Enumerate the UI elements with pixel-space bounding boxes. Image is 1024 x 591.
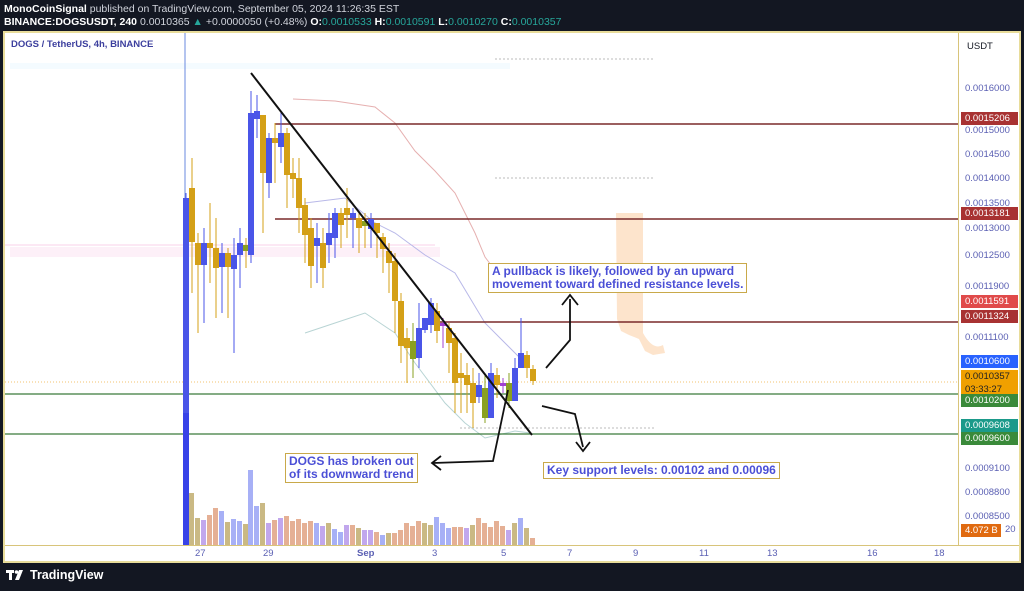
tradingview-brand: TradingView: [30, 568, 104, 582]
symbol-legend[interactable]: DOGS / TetherUS, 4h, BINANCE: [11, 39, 154, 50]
time-tick: 18: [934, 548, 945, 559]
open-label: O:: [310, 16, 323, 28]
time-tick: 11: [699, 548, 709, 559]
tradingview-footer: TradingView: [6, 568, 103, 582]
time-tick: 29: [263, 548, 274, 559]
high-value: 0.0010591: [385, 16, 436, 28]
time-tick: 5: [501, 548, 507, 559]
price-level-badge: 4.072 B: [961, 524, 1001, 537]
pullback-text-line2: movement toward defined resistance level…: [492, 277, 744, 291]
open-value: 0.0010533: [322, 16, 372, 28]
price-tick: 0.0013500: [965, 198, 1010, 209]
low-label: L:: [438, 16, 449, 28]
time-tick: 13: [767, 548, 778, 559]
breakout-text-line1: DOGS has broken out: [289, 454, 414, 468]
price-level-badge: 0.0011591: [961, 295, 1018, 308]
price-tick: 0.0008500: [965, 511, 1010, 522]
volume-tick: 20: [1005, 524, 1016, 535]
price-tick: 0.0016000: [965, 83, 1010, 94]
time-tick: 3: [432, 548, 438, 559]
pullback-text-line1: A pullback is likely, followed by an upw…: [492, 264, 735, 278]
price-tick: 0.0011900: [965, 281, 1010, 292]
currency-label: USDT: [967, 41, 993, 52]
time-tick: 16: [867, 548, 878, 559]
price-level-badge: 0.0013181: [961, 207, 1018, 220]
close-value: 0.0010357: [511, 16, 562, 28]
price-tick: 0.0015000: [965, 125, 1010, 136]
publisher-name[interactable]: MonoCoinSignal: [4, 3, 87, 15]
chart-frame: DOGS / TetherUS, 4h, BINANCE A pullback …: [3, 31, 1021, 563]
publish-header: MonoCoinSignal published on TradingView.…: [0, 0, 1024, 32]
time-axis[interactable]: 27 29 Sep 3 5 7 9 11 13 16 18: [5, 545, 1019, 561]
annotation-arrows: [430, 293, 591, 471]
price-tick: 0.0009100: [965, 463, 1010, 474]
time-tick: 7: [567, 548, 573, 559]
price-tick: 0.0013000: [965, 223, 1010, 234]
time-tick: Sep: [357, 548, 375, 559]
support-annotation[interactable]: Key support levels: 0.00102 and 0.00096: [543, 462, 780, 479]
close-label: C:: [500, 16, 512, 28]
countdown-badge: 03:33:27: [961, 383, 1018, 396]
price-tick: 0.0011100: [965, 332, 1009, 343]
price-level-badge: 0.0010600: [961, 355, 1018, 368]
volume-bars: [183, 413, 535, 545]
pullback-annotation[interactable]: A pullback is likely, followed by an upw…: [488, 263, 748, 293]
price-level-badge: 0.0009608: [961, 419, 1018, 432]
breakout-text-line2: of its downward trend: [289, 467, 414, 481]
time-tick: 27: [195, 548, 206, 559]
price-level-badge: 0.0010357: [961, 370, 1018, 383]
published-info: published on TradingView.com, September …: [86, 3, 400, 15]
price-change: +0.0000050 (+0.48%): [205, 16, 308, 28]
price-axis[interactable]: USDT 0.0016000 0.0015000 0.0014500 0.001400…: [958, 33, 1019, 545]
tradingview-logo-icon: [6, 570, 23, 580]
breakout-annotation[interactable]: DOGS has broken out of its downward tren…: [285, 453, 418, 483]
symbol-label: BINANCE:DOGSUSDT, 240: [4, 16, 138, 28]
high-label: H:: [374, 16, 386, 28]
price-level-badge: 0.0010200: [961, 394, 1018, 407]
price-level-badge: 0.0015206: [961, 112, 1018, 125]
time-tick: 9: [633, 548, 639, 559]
price-tick: 0.0014500: [965, 149, 1010, 160]
chart-plot-area[interactable]: DOGS / TetherUS, 4h, BINANCE A pullback …: [5, 33, 958, 545]
last-price: 0.0010365: [139, 16, 190, 28]
low-value: 0.0010270: [448, 16, 498, 28]
price-tick: 0.0012500: [965, 250, 1010, 261]
price-level-badge: 0.0009600: [961, 432, 1018, 445]
price-tick: 0.0008800: [965, 487, 1010, 498]
price-level-badge: 0.0011324: [961, 310, 1018, 323]
price-tick: 0.0014000: [965, 173, 1010, 184]
triangle-up-icon: ▲: [192, 16, 203, 28]
chart-canvas: [5, 33, 958, 545]
